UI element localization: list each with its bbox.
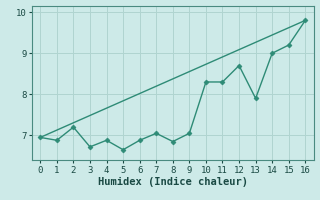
X-axis label: Humidex (Indice chaleur): Humidex (Indice chaleur) (98, 177, 248, 187)
